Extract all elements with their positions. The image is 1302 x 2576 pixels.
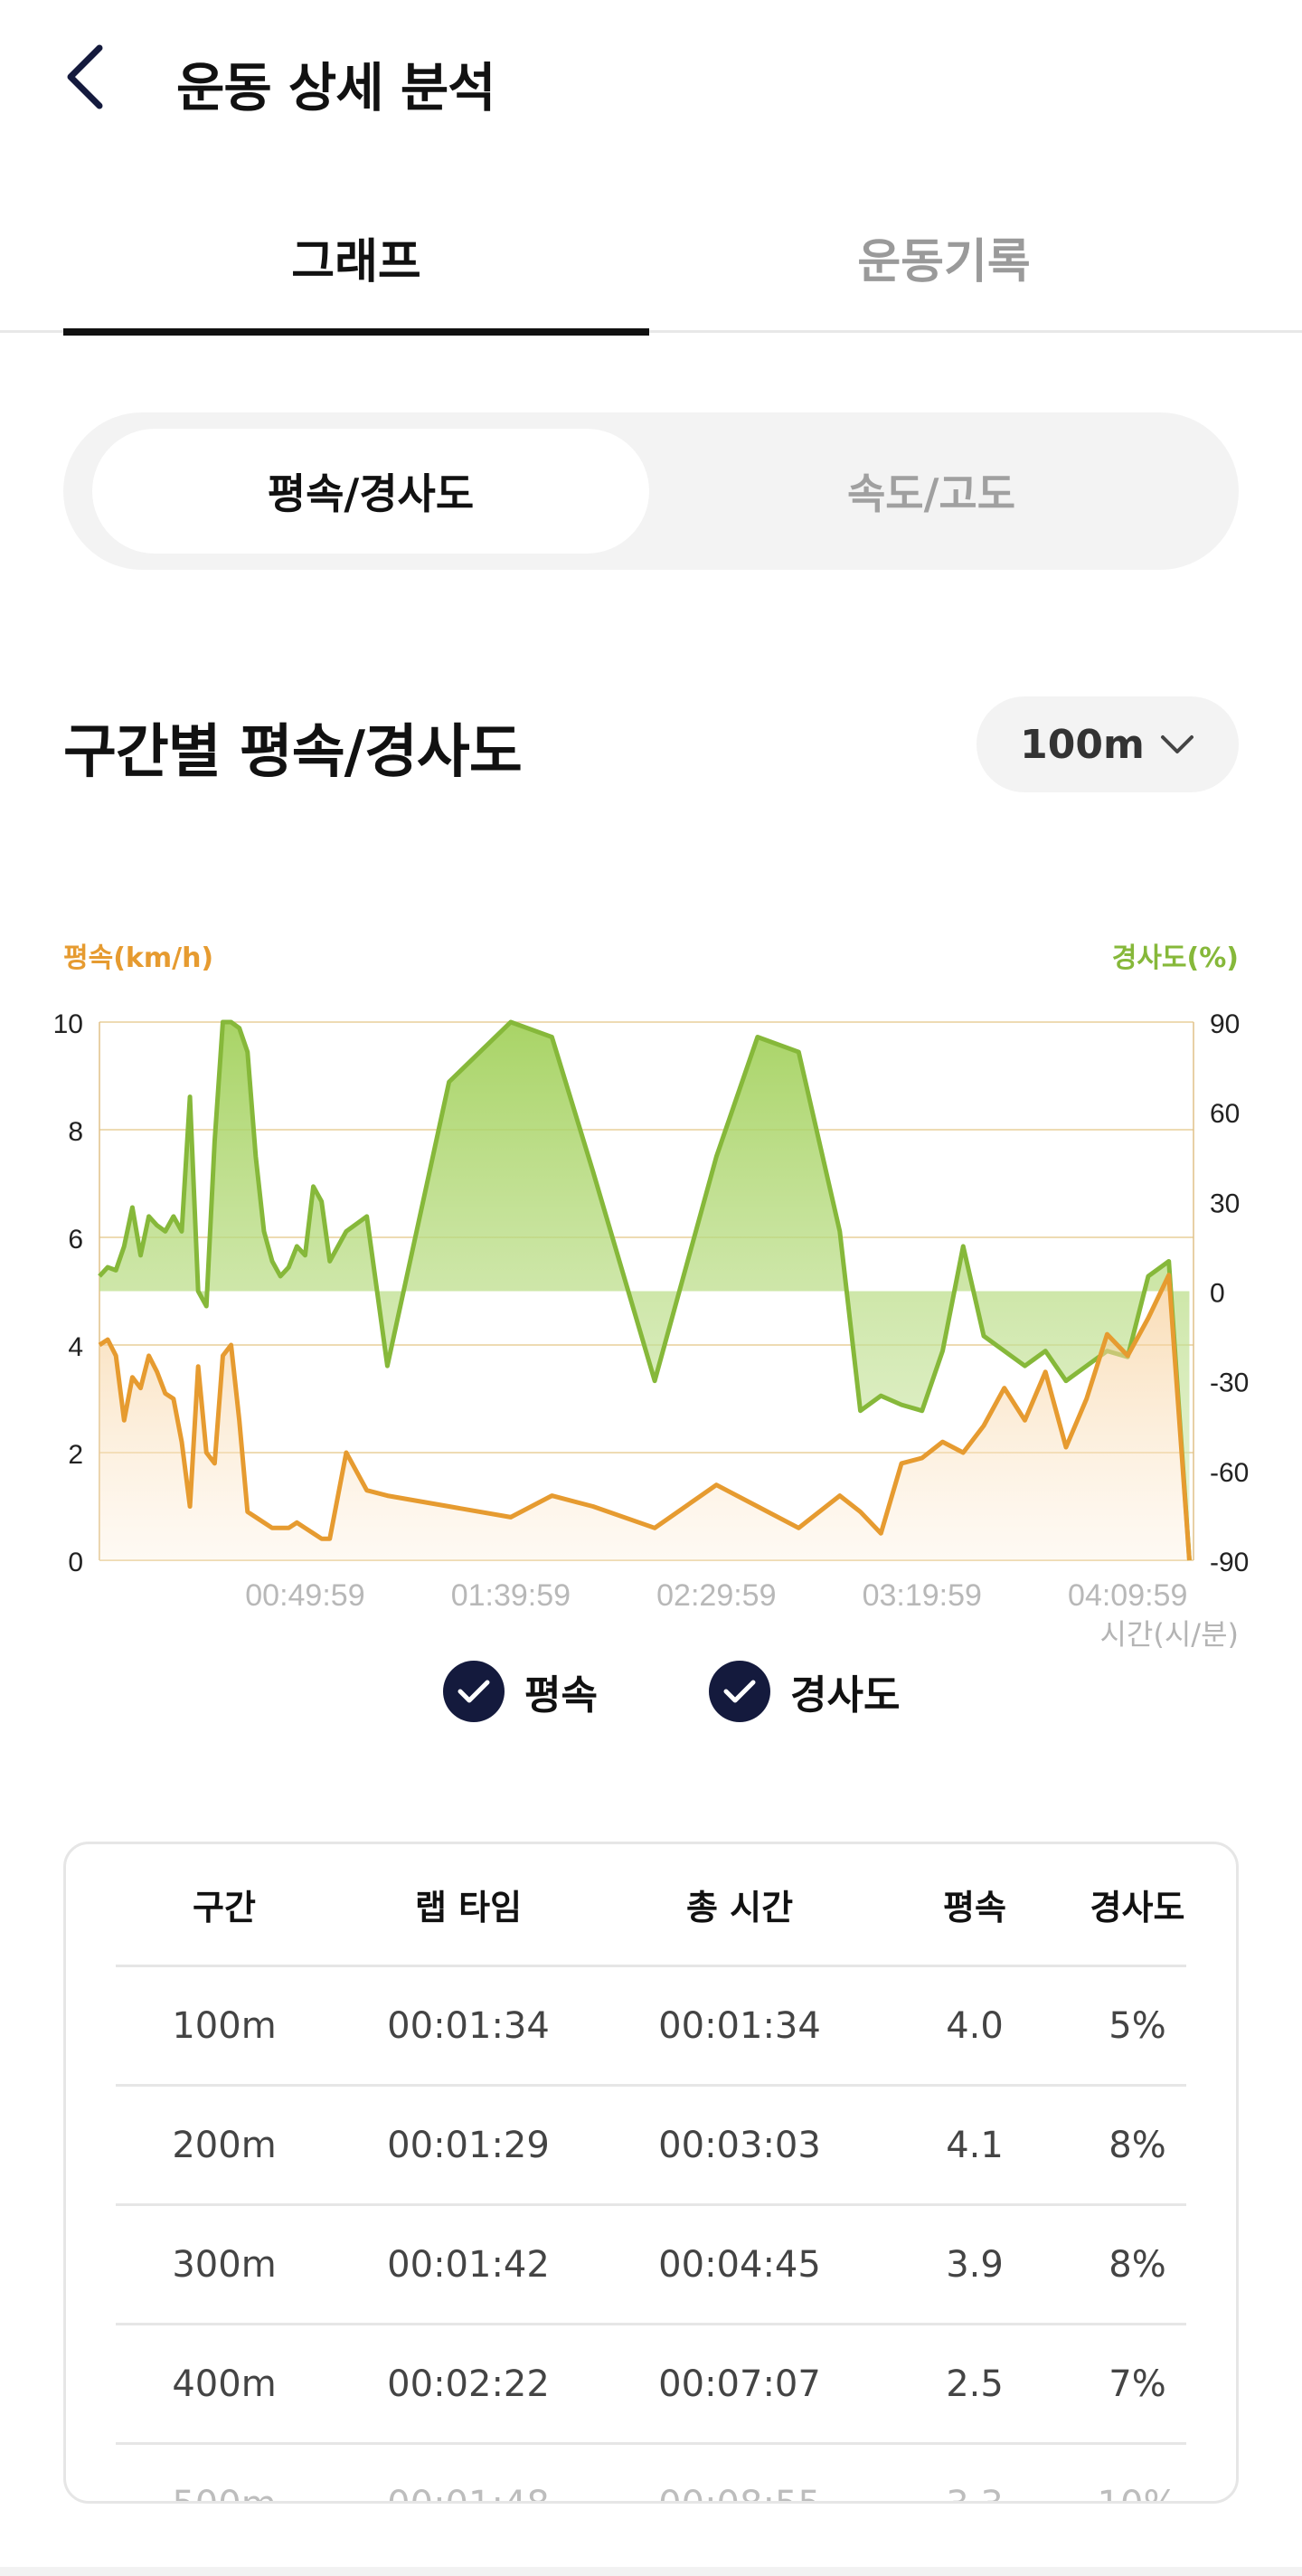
cell-avg-speed: 2.5: [946, 2363, 1004, 2405]
cell-total-time: 00:03:03: [658, 2124, 821, 2166]
speed-line: [98, 1273, 1192, 1561]
x-axis-unit: 시간(시/분): [1099, 1617, 1239, 1652]
chevron-down-icon: [1160, 735, 1194, 753]
right-tick-label: 60: [1210, 1099, 1240, 1129]
cell-interval: 500m: [116, 2445, 333, 2501]
cell-interval: 200m: [172, 2124, 277, 2166]
cell-avg-speed: 4.1: [946, 2124, 1004, 2166]
table-row: 500m 00:01:48 00:08:55 3.3 10%: [116, 2445, 1186, 2501]
check-icon: [709, 1661, 770, 1722]
cell-total-time: 00:04:45: [658, 2243, 821, 2286]
x-tick-label: 04:09:59: [1068, 1578, 1187, 1613]
cell-avg-speed: 3.3: [902, 2445, 1047, 2501]
header-slope: 경사도: [1090, 1888, 1185, 1927]
interval-table: 구간 랩 타임 총 시간 평속 경사도 100m 00:01:34 00:01:…: [63, 1842, 1239, 2504]
table-row: 200m 00:01:29 00:03:03 4.1 8%: [116, 2087, 1186, 2206]
header-interval: 구간: [193, 1888, 256, 1927]
chart-type-toggle: 평속/경사도 속도/고도: [63, 412, 1239, 570]
header-lap-time: 랩 타임: [414, 1888, 523, 1927]
cell-lap-time: 00:01:42: [387, 2243, 550, 2286]
cell-total-time: 00:08:55: [613, 2445, 866, 2501]
toggle-speed-slope[interactable]: 평속/경사도: [92, 429, 649, 554]
right-tick-label: 30: [1210, 1189, 1240, 1218]
table-row: 300m 00:01:42 00:04:45 3.9 8%: [116, 2206, 1186, 2325]
cell-interval: 300m: [172, 2243, 277, 2286]
legend-speed-label: 평속: [524, 1672, 598, 1719]
x-tick-label: 00:49:59: [245, 1578, 364, 1613]
page-title: 운동 상세 분석: [176, 57, 496, 118]
section-title: 구간별 평속/경사도: [63, 719, 523, 786]
interval-dropdown[interactable]: 100m: [976, 696, 1239, 792]
back-button[interactable]: [63, 36, 127, 118]
cell-interval: 100m: [172, 2004, 277, 2047]
cell-interval: 400m: [172, 2363, 277, 2405]
table-row: 400m 00:02:22 00:07:07 2.5 7%: [116, 2325, 1186, 2445]
bottom-divider: [0, 2567, 1302, 2576]
app-header: 운동 상세 분석: [0, 0, 1302, 154]
cell-slope: 10%: [1056, 2445, 1219, 2501]
cell-avg-speed: 4.0: [946, 2004, 1004, 2047]
x-tick-label: 01:39:59: [451, 1578, 571, 1613]
left-tick-label: 4: [68, 1332, 83, 1362]
cell-total-time: 00:01:34: [658, 2004, 821, 2047]
check-icon: [443, 1661, 505, 1722]
header-avg-speed: 평속: [943, 1888, 1006, 1927]
speed-slope-chart: 0 2 4 6 8 10 -90 -60 -30 0 30 60 90 00:49:59 01:39:59 0…: [53, 1009, 1250, 1613]
x-tick-label: 03:19:59: [863, 1578, 982, 1613]
main-tabs: 그래프 운동기록: [0, 181, 1302, 336]
header-total-time: 총 시간: [685, 1888, 794, 1927]
legend-speed-toggle[interactable]: 평속: [443, 1655, 598, 1728]
right-tick-label: 90: [1210, 1009, 1240, 1039]
interval-value: 100m: [1020, 721, 1145, 768]
right-tick-label: -90: [1210, 1548, 1249, 1577]
speed-area: [99, 1274, 1190, 1560]
legend-slope-label: 경사도: [790, 1672, 901, 1719]
right-tick-label: -30: [1210, 1368, 1249, 1398]
tab-workout-records[interactable]: 운동기록: [857, 234, 1031, 289]
left-tick-label: 6: [68, 1225, 83, 1255]
left-tick-label: 8: [68, 1117, 83, 1147]
chart-legend: 평속 경사도: [0, 1655, 1302, 1728]
cell-lap-time: 00:02:22: [387, 2363, 550, 2405]
slope-line: [98, 1019, 1192, 1561]
right-tick-label: 0: [1210, 1279, 1225, 1309]
x-tick-label: 02:29:59: [656, 1578, 776, 1613]
cell-lap-time: 00:01:48: [360, 2445, 577, 2501]
cell-avg-speed: 3.9: [946, 2243, 1004, 2286]
left-axis-title: 평속(km/h): [63, 942, 214, 974]
left-tick-label: 0: [68, 1548, 83, 1577]
cell-total-time: 00:07:07: [658, 2363, 821, 2405]
cell-lap-time: 00:01:29: [387, 2124, 550, 2166]
legend-slope-toggle[interactable]: 경사도: [709, 1655, 900, 1728]
right-tick-label: -60: [1210, 1458, 1249, 1488]
cell-slope: 8%: [1109, 2124, 1166, 2166]
cell-slope: 5%: [1109, 2004, 1166, 2047]
table-header-row: 구간 랩 타임 총 시간 평속 경사도: [116, 1844, 1186, 1967]
chevron-left-icon: [67, 44, 103, 109]
tab-graph[interactable]: 그래프: [63, 181, 649, 336]
right-axis-title: 경사도(%): [1111, 942, 1239, 974]
slope-area: [99, 1022, 1190, 1560]
cell-slope: 8%: [1109, 2243, 1166, 2286]
table-row: 100m 00:01:34 00:01:34 4.0 5%: [116, 1967, 1186, 2087]
left-tick-label: 10: [53, 1009, 83, 1039]
left-tick-label: 2: [68, 1440, 83, 1470]
toggle-speed-altitude[interactable]: 속도/고도: [846, 469, 1016, 518]
cell-slope: 7%: [1109, 2363, 1166, 2405]
cell-lap-time: 00:01:34: [387, 2004, 550, 2047]
